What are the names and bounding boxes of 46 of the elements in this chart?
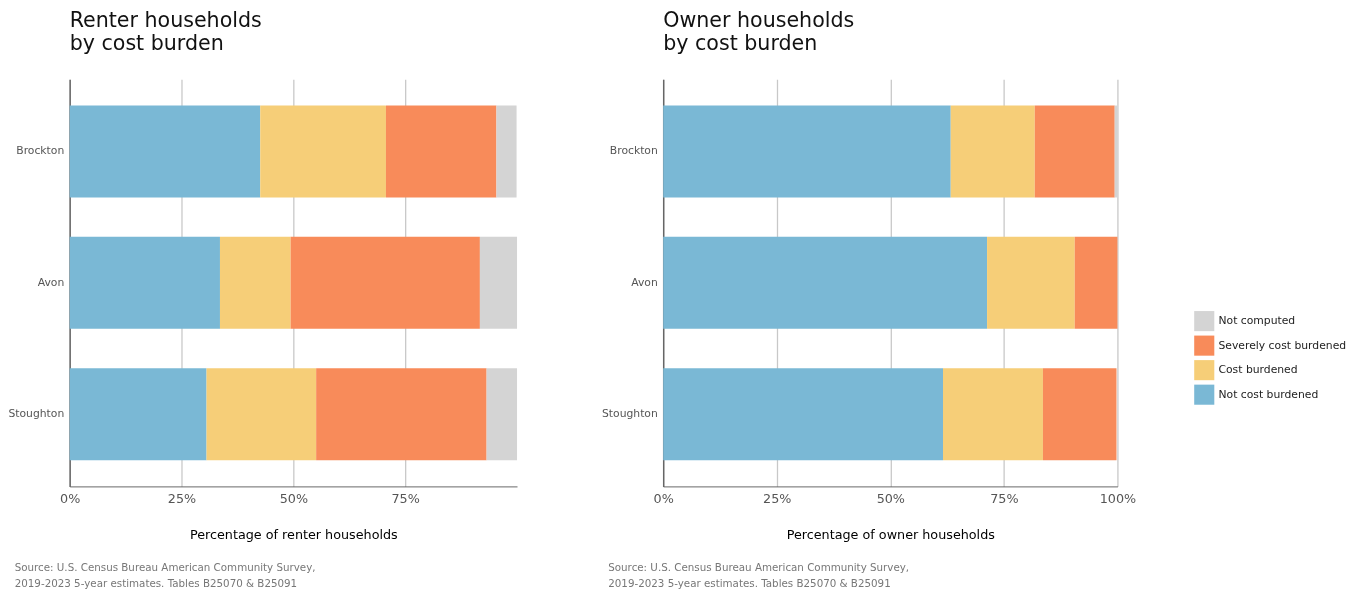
y-tick-label: Stoughton (8, 407, 65, 421)
bar (260, 105, 386, 198)
x-axis-title: Percentage of owner households (786, 526, 996, 542)
bar (496, 105, 517, 198)
bar (663, 105, 951, 198)
bar (663, 368, 944, 461)
bar (663, 236, 988, 329)
bar (69, 236, 220, 329)
source-note: Source: U.S. Census Bureau American Community Survey, 2019-2023 5-year estimates. Tables B25070 & B25091 (14, 560, 316, 590)
bar (206, 368, 317, 461)
source-note: Source: U.S. Census Bureau American Community Survey, 2019-2023 5-year estimates. Tables B25070 & B25091 (608, 560, 910, 590)
x-axis-title: Percentage of renter households (189, 526, 399, 542)
bar (950, 105, 1035, 198)
bar (69, 105, 261, 198)
bar (1034, 105, 1115, 198)
legend-label: Severely cost burdened (1218, 338, 1347, 352)
bar (987, 236, 1075, 329)
x-tick-label: 75% (990, 490, 1019, 506)
legend-label: Cost burdened (1218, 363, 1298, 377)
bar (219, 236, 291, 329)
x-tick-label: 25% (763, 490, 792, 506)
x-tick-label: 50% (876, 490, 905, 506)
y-tick-label: Avon (37, 275, 65, 289)
y-tick-label: Stoughton (601, 407, 658, 421)
bar (385, 105, 497, 198)
bar (1074, 236, 1118, 329)
bar (486, 368, 518, 461)
y-tick-label: Brockton (16, 144, 65, 158)
bar (316, 368, 487, 461)
bar (69, 368, 207, 461)
bar (479, 236, 518, 329)
bar (1042, 368, 1117, 461)
x-tick-label: 100% (1099, 490, 1137, 506)
legend-label: Not computed (1218, 314, 1296, 328)
bar (943, 368, 1043, 461)
y-tick-label: Avon (631, 275, 658, 289)
x-tick-label: 75% (391, 490, 420, 506)
x-tick-label: 0% (60, 490, 81, 506)
legend-label: Not cost burdened (1218, 387, 1319, 401)
x-tick-label: 0% (653, 490, 674, 506)
x-tick-label: 25% (167, 490, 197, 506)
x-tick-label: 50% (279, 490, 308, 506)
chart-title: Renter households by cost burden (69, 8, 262, 55)
bar (290, 236, 480, 329)
y-tick-label: Brockton (609, 144, 658, 158)
chart-title: Owner households by cost burden (663, 8, 855, 55)
